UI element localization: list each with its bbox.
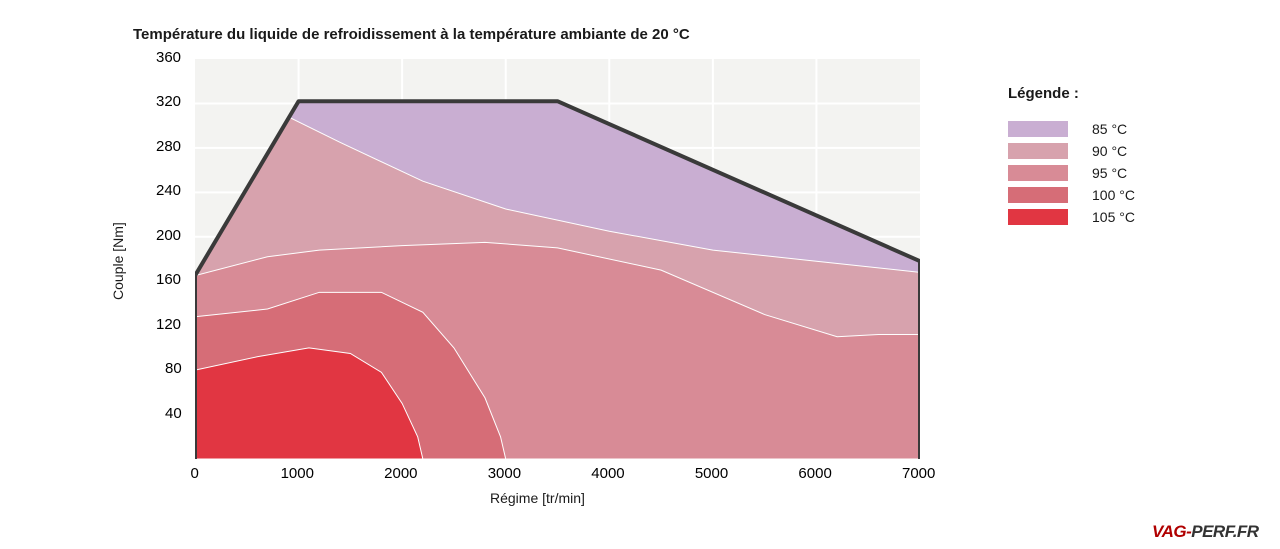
x-tick: 0 — [191, 465, 199, 482]
y-tick: 120 — [156, 316, 181, 333]
legend-label: 85 °C — [1092, 121, 1127, 137]
y-tick: 80 — [165, 360, 182, 377]
y-tick: 40 — [165, 405, 182, 422]
legend-label: 90 °C — [1092, 143, 1127, 159]
legend-label: 95 °C — [1092, 165, 1127, 181]
legend-swatch — [1008, 121, 1068, 137]
chart-page: { "title": { "text": "Température du liq… — [0, 0, 1280, 549]
y-tick: 320 — [156, 93, 181, 110]
y-tick: 280 — [156, 138, 181, 155]
legend-label: 100 °C — [1092, 187, 1135, 203]
x-tick: 5000 — [695, 465, 728, 482]
coolant-temp-chart — [195, 59, 920, 459]
logo-part2: PERF.FR — [1191, 522, 1258, 541]
legend: 85 °C 90 °C 95 °C 100 °C 105 °C — [1008, 118, 1135, 228]
x-tick: 7000 — [902, 465, 935, 482]
watermark-logo: VAG-PERF.FR — [1152, 522, 1259, 542]
y-tick: 160 — [156, 271, 181, 288]
legend-swatch — [1008, 165, 1068, 181]
legend-item: 85 °C — [1008, 118, 1135, 140]
legend-label: 105 °C — [1092, 209, 1135, 225]
logo-part1: VAG- — [1152, 522, 1191, 541]
x-tick: 4000 — [591, 465, 624, 482]
legend-item: 105 °C — [1008, 206, 1135, 228]
legend-item: 95 °C — [1008, 162, 1135, 184]
y-axis-label: Couple [Nm] — [110, 222, 126, 300]
legend-item: 100 °C — [1008, 184, 1135, 206]
legend-title: Légende : — [1008, 85, 1079, 102]
x-axis-label: Régime [tr/min] — [490, 490, 585, 506]
y-tick: 200 — [156, 227, 181, 244]
x-tick: 1000 — [281, 465, 314, 482]
x-tick: 3000 — [488, 465, 521, 482]
y-tick: 240 — [156, 182, 181, 199]
y-tick: 360 — [156, 49, 181, 66]
x-tick: 2000 — [384, 465, 417, 482]
legend-item: 90 °C — [1008, 140, 1135, 162]
x-tick: 6000 — [798, 465, 831, 482]
legend-swatch — [1008, 143, 1068, 159]
legend-swatch — [1008, 187, 1068, 203]
legend-swatch — [1008, 209, 1068, 225]
chart-title: Température du liquide de refroidissemen… — [133, 26, 690, 43]
